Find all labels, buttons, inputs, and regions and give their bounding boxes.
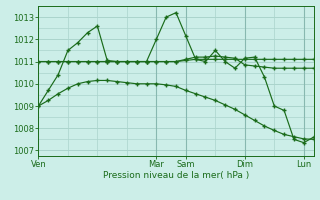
X-axis label: Pression niveau de la mer( hPa ): Pression niveau de la mer( hPa )	[103, 171, 249, 180]
